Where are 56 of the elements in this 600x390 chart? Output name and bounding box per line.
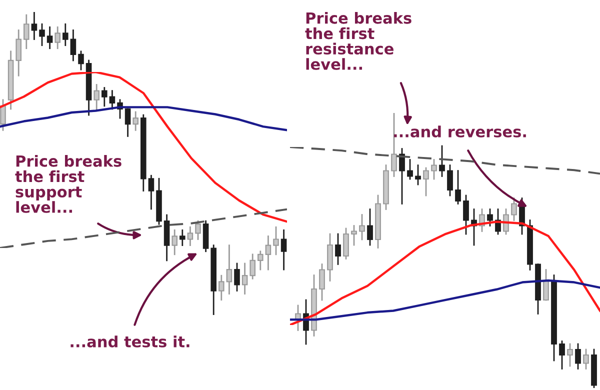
- candlestick: [0, 99, 6, 131]
- candlestick: [455, 170, 461, 204]
- annotation: ...and reverses.: [394, 126, 526, 138]
- candlestick: [94, 84, 100, 110]
- candlestick: [559, 340, 565, 370]
- candlestick: [234, 262, 240, 292]
- candlestick: [280, 229, 287, 270]
- candlestick: [132, 111, 138, 131]
- candlestick: [195, 220, 201, 240]
- candlestick: [46, 26, 53, 50]
- candlestick: [511, 198, 517, 221]
- candlestick: [439, 145, 445, 177]
- candlestick: [487, 208, 493, 226]
- candlestick: [503, 208, 509, 235]
- candlestick: [148, 174, 154, 210]
- candlestick: [78, 50, 84, 70]
- candlestick: [218, 274, 224, 301]
- candlestick: [399, 148, 405, 204]
- candlestick: [319, 264, 325, 301]
- candlestick: [265, 236, 272, 270]
- candlestick: [187, 226, 194, 246]
- candlestick: [31, 12, 38, 40]
- candlestick: [62, 23, 68, 46]
- candlestick: [343, 228, 349, 260]
- candlestick: [351, 225, 357, 246]
- candlestick: [273, 226, 279, 256]
- candlestick: [335, 233, 341, 265]
- candlestick: [109, 90, 116, 110]
- candlestick: [24, 14, 30, 50]
- candlestick: [172, 229, 178, 256]
- candlestick: [102, 87, 108, 107]
- candlestick: [543, 269, 549, 301]
- candlestick: [359, 214, 365, 240]
- candlestick: [367, 208, 373, 246]
- candlestick: [431, 159, 437, 180]
- candlestick: [39, 23, 45, 46]
- candlestick: [70, 29, 76, 62]
- text: Price breaks the first resistance level...: [305, 12, 412, 70]
- candlestick: [16, 29, 22, 76]
- candlestick: [258, 250, 264, 270]
- candlestick: [124, 108, 131, 137]
- annotation: Price breaks the first support level...: [15, 155, 122, 213]
- candlestick: [54, 26, 60, 50]
- candlestick: [250, 254, 256, 280]
- candlestick: [583, 348, 589, 370]
- candlestick: [242, 262, 248, 294]
- candlestick: [407, 159, 413, 180]
- candlestick: [423, 167, 429, 196]
- candlestick: [567, 343, 573, 367]
- candlestick: [447, 164, 453, 196]
- candlestick: [180, 229, 186, 246]
- candlestick: [575, 343, 581, 370]
- candlestick: [415, 164, 421, 186]
- candlestick: [226, 244, 232, 294]
- text: ...and tests it.: [70, 336, 190, 348]
- candlestick: [463, 194, 469, 235]
